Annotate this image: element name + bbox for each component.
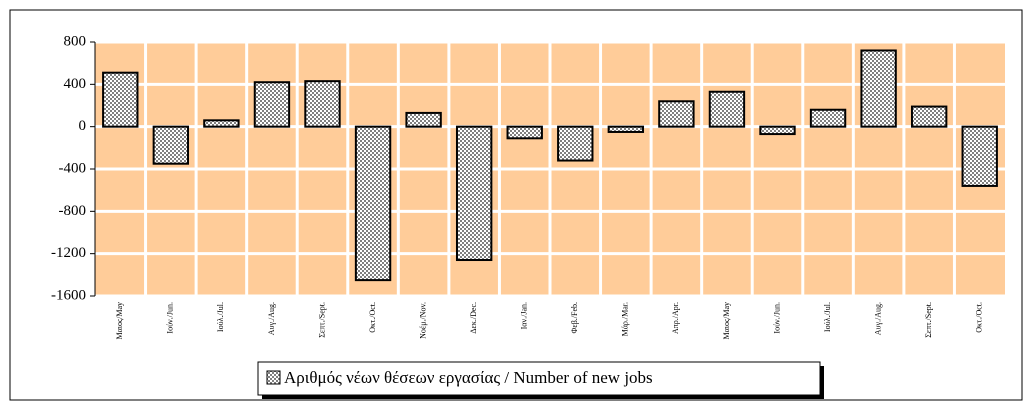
x-tick-label: Ιούν./Jun. — [166, 302, 175, 334]
bar — [405, 111, 442, 128]
bar — [506, 125, 543, 140]
y-tick-label: -1200 — [51, 245, 86, 261]
legend — [257, 361, 821, 396]
x-tick-label: Μαιος/May — [722, 302, 731, 340]
x-tick-label: Οκτ./Oct. — [975, 302, 984, 333]
bar — [152, 125, 190, 165]
x-tick-label: Απρ./Apr. — [671, 302, 680, 334]
x-tick-label: Αυγ./Aug. — [267, 302, 276, 335]
bar — [708, 90, 746, 128]
x-tick-label: Φεβ./Feb. — [570, 302, 579, 334]
bar — [910, 105, 948, 128]
bar — [102, 71, 139, 128]
y-tick-label: 400 — [64, 76, 87, 92]
bar — [304, 80, 341, 128]
x-tick-label: Ιαν./Jan. — [520, 302, 529, 329]
x-tick-label: Αυγ./Aug. — [873, 302, 882, 335]
y-tick-label: 0 — [79, 118, 87, 134]
bar — [203, 119, 240, 128]
bar — [759, 125, 796, 136]
x-tick-label: Ιούλ./Jul. — [216, 302, 225, 332]
x-tick-label: Ιούλ./Jul. — [823, 302, 832, 332]
y-tick-label: 800 — [64, 33, 87, 49]
x-tick-label: Νοέμ./Nov. — [418, 302, 427, 339]
y-tick-label: -1600 — [51, 287, 86, 303]
bar — [607, 125, 645, 133]
bar — [253, 81, 291, 128]
bar — [354, 125, 392, 282]
y-tick-label: -400 — [59, 160, 87, 176]
legend-label: Αριθμός νέων θέσεων εργασίας / Number of… — [284, 368, 653, 387]
bar — [809, 108, 847, 128]
bar — [860, 49, 897, 128]
x-tick-label: Δεκ./Dec. — [469, 302, 478, 334]
x-tick-label: Οκτ./Oct. — [368, 302, 377, 333]
x-tick-label: Μαιος/May — [115, 302, 124, 340]
x-tick-label: Μάρ./Mar. — [621, 302, 630, 336]
x-tick-label: Σεπτ./Sept. — [924, 302, 933, 338]
x-tick-label: Ιούν./Jun. — [772, 302, 781, 334]
bar — [961, 125, 998, 187]
bar — [658, 100, 695, 128]
legend-swatch — [266, 370, 281, 385]
y-tick-label: -800 — [59, 203, 87, 219]
bar — [455, 125, 493, 262]
bar — [557, 125, 594, 162]
x-tick-label: Σεπτ./Sept. — [317, 302, 326, 338]
